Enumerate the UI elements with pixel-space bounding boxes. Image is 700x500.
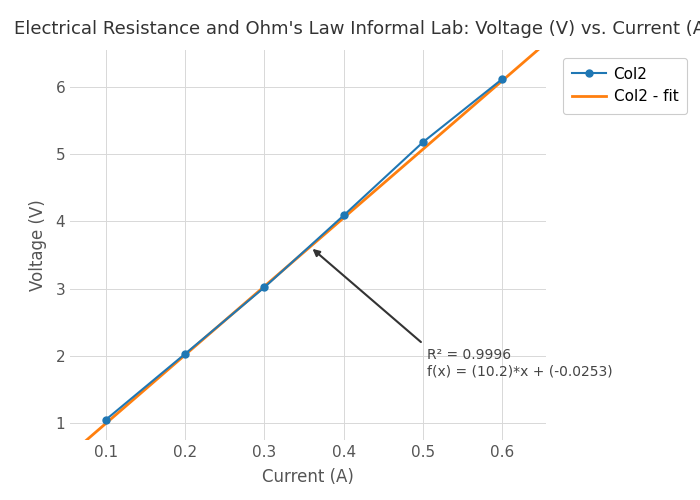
Line: Col2 - fit: Col2 - fit bbox=[70, 43, 546, 455]
Col2 - fit bbox=[497, 78, 505, 84]
Col2 - fit bbox=[357, 200, 365, 205]
Text: R² = 0.9996
f(x) = (10.2)*x + (-0.0253): R² = 0.9996 f(x) = (10.2)*x + (-0.0253) bbox=[427, 348, 612, 378]
Col2 bbox=[260, 284, 269, 290]
Col2 - fit bbox=[467, 104, 475, 110]
Col2 bbox=[102, 417, 110, 423]
Text: Electrical Resistance and Ohm's Law Informal Lab: Voltage (V) vs. Current (A): Electrical Resistance and Ohm's Law Info… bbox=[14, 20, 700, 38]
Col2 - fit bbox=[349, 206, 358, 212]
Line: Col2: Col2 bbox=[102, 76, 506, 424]
Col2 bbox=[498, 76, 507, 82]
X-axis label: Current (A): Current (A) bbox=[262, 468, 354, 486]
Col2 - fit bbox=[66, 452, 74, 458]
Y-axis label: Voltage (V): Voltage (V) bbox=[29, 199, 47, 291]
Col2 bbox=[340, 212, 348, 218]
Col2 - fit bbox=[542, 40, 550, 46]
Col2 - fit bbox=[348, 208, 356, 214]
Legend: Col2, Col2 - fit: Col2, Col2 - fit bbox=[564, 58, 687, 114]
Col2 bbox=[419, 139, 427, 145]
Col2 - fit bbox=[67, 450, 76, 456]
Col2 bbox=[181, 351, 189, 357]
